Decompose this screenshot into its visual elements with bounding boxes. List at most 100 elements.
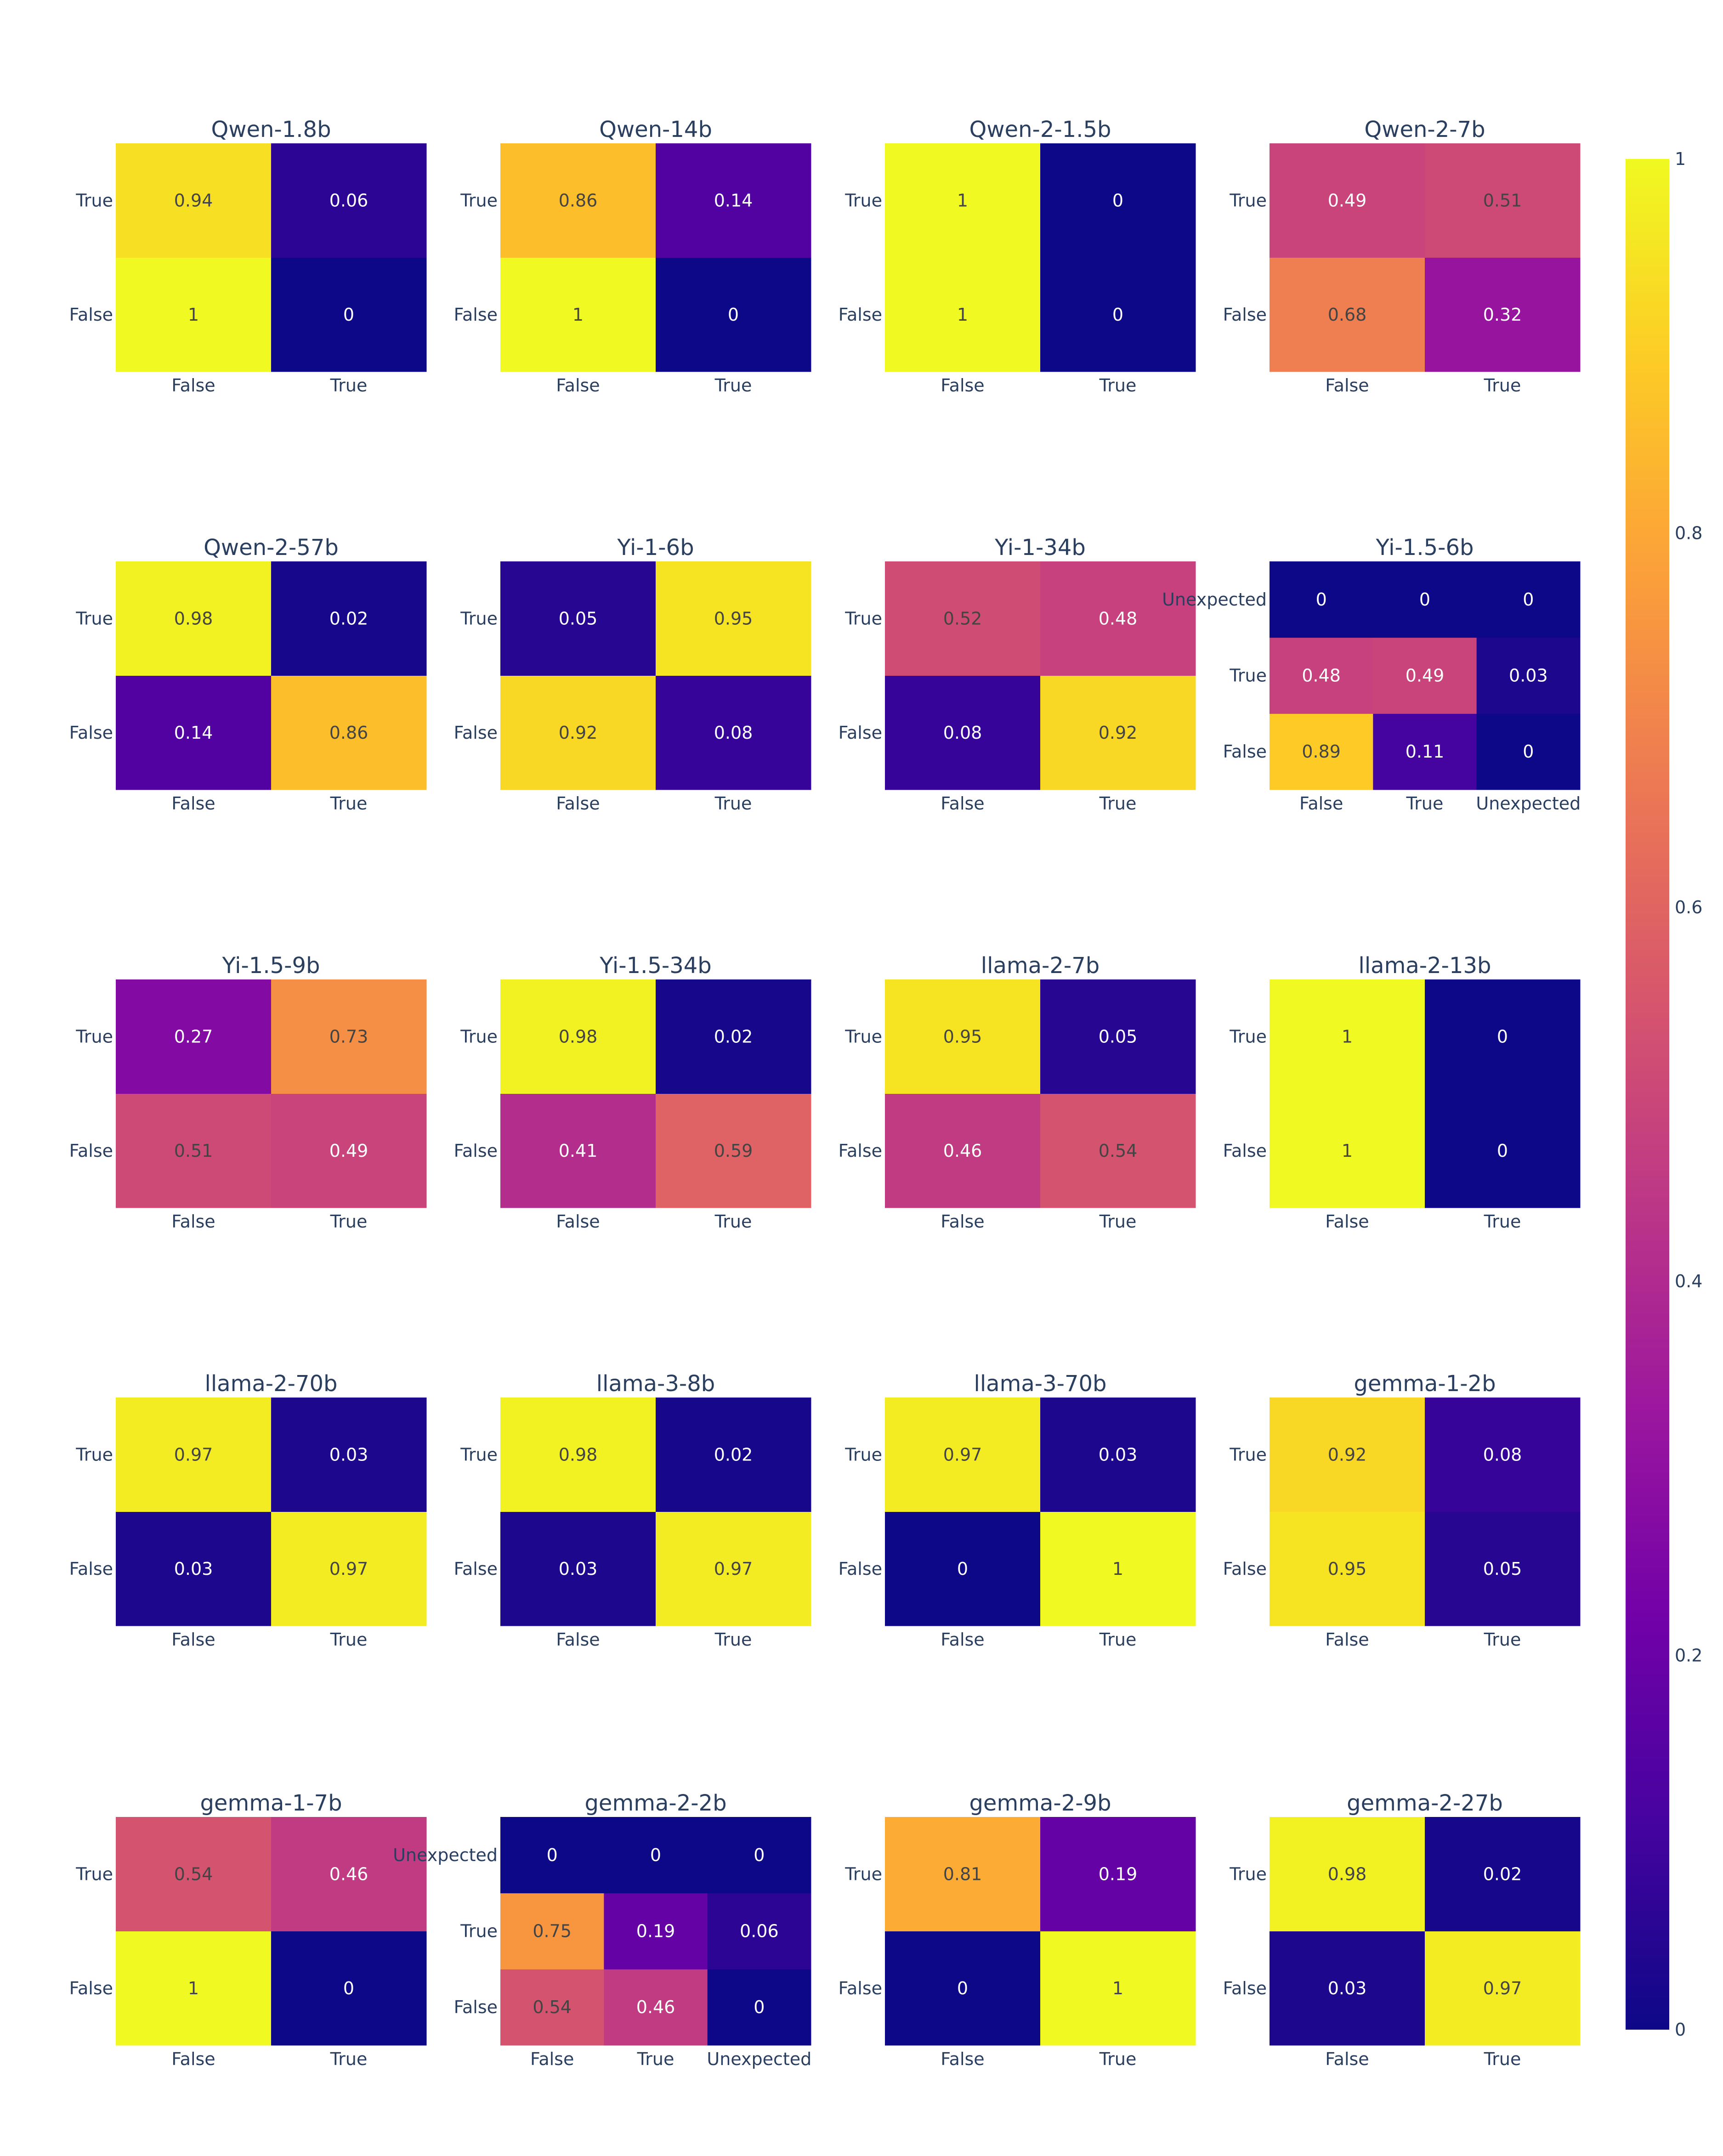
heatmap-cell xyxy=(1040,1931,1196,2046)
y-tick-label: False xyxy=(454,1141,498,1161)
heatmap-panel: 0.46 0.54 0.95 0.05 llama-2-7b False True False… xyxy=(839,953,1196,1232)
cell-value-label: 0 xyxy=(1419,589,1430,610)
heatmap-panel: 0.08 0.92 0.52 0.48 Yi-1-34b False True False Tr… xyxy=(839,535,1196,814)
heatmap-cell xyxy=(116,143,272,258)
heatmap-cell xyxy=(116,1511,272,1626)
y-tick-label: False xyxy=(1223,741,1267,762)
cell-value-label: 0.49 xyxy=(1328,190,1367,210)
heatmap-panel: 0.03 0.97 0.98 0.02 gemma-2-27b False True Fals… xyxy=(1223,1790,1581,2069)
heatmap-panel: 0.51 0.49 0.27 0.73 Yi-1.5-9b False True False T… xyxy=(69,953,427,1232)
heatmap-cell xyxy=(1040,1817,1196,1931)
cell-value-label: 1 xyxy=(1112,1978,1123,1998)
heatmap-panel: 0.92 0.08 0.05 0.95 Yi-1-6b False True False Tru… xyxy=(454,535,811,814)
x-tick-label: False xyxy=(171,1630,215,1650)
cell-value-label: 0.32 xyxy=(1483,305,1522,325)
heatmap-panel: 0.95 0.05 0.92 0.08 gemma-1-2b False True False… xyxy=(1223,1371,1581,1650)
panel-title: gemma-1-2b xyxy=(1354,1371,1496,1397)
x-tick-label: False xyxy=(941,2049,984,2069)
heatmap-cell xyxy=(271,1398,427,1512)
heatmap-cell xyxy=(656,257,811,372)
panel-title: Qwen-2-1.5b xyxy=(969,117,1111,142)
x-tick-label: True xyxy=(330,2049,368,2069)
colorbar: 0 0.2 0.4 0.6 0.8 1 xyxy=(1626,149,1702,2040)
heatmap-panel: 1 0 1 0 llama-2-13b False True False True xyxy=(1223,953,1581,1232)
colorbar-tick-label: 0.4 xyxy=(1675,1271,1702,1291)
heatmap-cell xyxy=(1270,1817,1425,1931)
cell-value-label: 0 xyxy=(343,1978,354,1998)
heatmap-cell xyxy=(1476,561,1581,638)
x-tick-label: True xyxy=(714,1211,752,1232)
cell-value-label: 0.92 xyxy=(1328,1444,1367,1465)
heatmap-cell xyxy=(1425,257,1581,372)
cell-value-label: 1 xyxy=(1112,1559,1123,1579)
cell-value-label: 0.06 xyxy=(740,1921,779,1941)
heatmap-cell xyxy=(500,561,656,676)
heatmap-cell xyxy=(1425,1511,1581,1626)
cell-value-label: 0.19 xyxy=(636,1921,675,1941)
cell-value-label: 0.03 xyxy=(1328,1978,1367,1998)
x-tick-label: True xyxy=(1099,1211,1137,1232)
cell-value-label: 0.94 xyxy=(174,190,213,210)
cell-value-label: 0.98 xyxy=(559,1444,598,1465)
heatmap-cell xyxy=(656,143,811,258)
heatmap-cell xyxy=(116,1817,272,1931)
cell-value-label: 0.92 xyxy=(559,723,598,743)
panel-title: Qwen-14b xyxy=(599,117,712,142)
heatmap-cell xyxy=(1476,637,1581,714)
heatmap-cell xyxy=(271,675,427,790)
x-tick-label: True xyxy=(330,1630,368,1650)
heatmap-cell xyxy=(885,1511,1041,1626)
x-tick-label: False xyxy=(1325,1211,1369,1232)
cell-value-label: 0.81 xyxy=(943,1864,982,1884)
y-tick-label: False xyxy=(454,1559,498,1579)
cell-value-label: 0.97 xyxy=(943,1444,982,1465)
cell-value-label: 1 xyxy=(1342,1141,1353,1161)
panel-title: Qwen-2-57b xyxy=(204,535,339,560)
x-tick-label: False xyxy=(171,2049,215,2069)
heatmap-cell xyxy=(500,1093,656,1208)
heatmap-cell xyxy=(1040,675,1196,790)
heatmap-cell xyxy=(1270,143,1425,258)
heatmap-cell xyxy=(707,1817,811,1894)
y-tick-label: False xyxy=(69,723,113,743)
cell-value-label: 0.46 xyxy=(943,1141,982,1161)
cell-value-label: 0.86 xyxy=(559,190,598,210)
heatmap-cell xyxy=(116,979,272,1094)
heatmap-cell xyxy=(885,1931,1041,2046)
cell-value-label: 0.02 xyxy=(1483,1864,1522,1884)
cell-value-label: 0.75 xyxy=(533,1921,572,1941)
cell-value-label: 0.03 xyxy=(329,1444,368,1465)
heatmap-cell xyxy=(1425,979,1581,1094)
heatmap-cell xyxy=(1270,713,1373,790)
heatmap-panel: 0.03 0.97 0.98 0.02 llama-3-8b False True False… xyxy=(454,1371,811,1650)
cell-value-label: 0.97 xyxy=(714,1559,753,1579)
y-tick-label: True xyxy=(75,1026,113,1047)
y-tick-label: True xyxy=(460,1921,498,1941)
panel-title: llama-2-7b xyxy=(981,953,1100,979)
panel-title: gemma-2-27b xyxy=(1347,1790,1503,1816)
heatmap-cell xyxy=(1373,713,1477,790)
heatmap-cell xyxy=(1476,713,1581,790)
cell-value-label: 1 xyxy=(957,190,968,210)
y-tick-label: True xyxy=(1229,1864,1267,1884)
cell-value-label: 0.92 xyxy=(1099,723,1138,743)
heatmap-panel: 0.14 0.86 0.98 0.02 Qwen-2-57b False True False… xyxy=(69,535,427,814)
heatmap-panel: 1 0 0.54 0.46 gemma-1-7b False True False True xyxy=(69,1790,427,2069)
cell-value-label: 0.46 xyxy=(329,1864,368,1884)
y-tick-label: False xyxy=(454,305,498,325)
cell-value-label: 0.49 xyxy=(1406,666,1445,686)
colorbar-tick-label: 1 xyxy=(1675,149,1686,169)
cell-value-label: 0.97 xyxy=(174,1444,213,1465)
heatmap-cell xyxy=(885,1093,1041,1208)
x-tick-label: False xyxy=(1325,1630,1369,1650)
cell-value-label: 0 xyxy=(957,1559,968,1579)
heatmap-cell xyxy=(500,257,656,372)
cell-value-label: 0.95 xyxy=(714,608,753,628)
heatmap-cell xyxy=(1425,1093,1581,1208)
heatmap-cell xyxy=(1373,637,1477,714)
heatmap-cell xyxy=(116,1398,272,1512)
heatmap-cell xyxy=(271,979,427,1094)
heatmap-cell xyxy=(1270,979,1425,1094)
cell-value-label: 0.95 xyxy=(1328,1559,1367,1579)
